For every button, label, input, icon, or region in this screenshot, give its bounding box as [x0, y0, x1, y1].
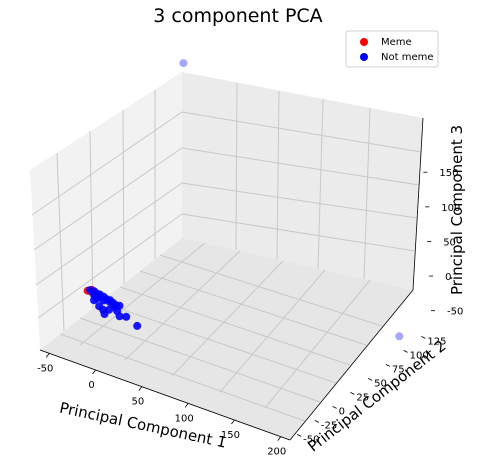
y-tick-mark	[332, 406, 337, 409]
y-tick-mark	[403, 350, 408, 353]
y-tick-label: 25	[356, 392, 369, 403]
x-tick-mark	[92, 369, 96, 375]
data-point-not-meme	[115, 312, 124, 321]
scatter-points	[83, 59, 404, 341]
legend-marker-not-meme	[360, 53, 368, 61]
z-axis-ticks: -50 0 50 100 150	[423, 168, 463, 318]
x-tick-label: -50	[37, 363, 53, 374]
grid-lines	[31, 82, 422, 441]
y-tick-mark	[367, 378, 373, 381]
x-tick-label: 150	[221, 430, 240, 441]
x-tick-label: 0	[88, 380, 94, 391]
z-tick-label: 150	[439, 168, 458, 179]
x-tick-mark	[231, 419, 235, 425]
z-tick-label: -50	[447, 307, 463, 318]
y-tick-label: -25	[321, 420, 337, 431]
z-tick-label: 50	[443, 237, 456, 248]
axis-lines	[39, 117, 424, 441]
legend-label-meme: Meme	[381, 37, 412, 48]
legend: Meme Not meme	[345, 30, 439, 68]
z-tick-label: 100	[441, 203, 460, 214]
y-tick-label: 75	[392, 364, 405, 375]
legend-label-not-meme: Not meme	[381, 52, 434, 63]
y-tick-mark	[296, 434, 302, 437]
floor-pane	[40, 238, 413, 440]
x-tick-mark	[45, 353, 50, 358]
y-tick-mark	[314, 420, 320, 423]
x-axis-ticks: -50 0 50 100 150 200	[37, 353, 286, 458]
data-point-not-meme	[133, 321, 142, 330]
y-tick-mark	[421, 336, 426, 339]
back-pane-left	[30, 72, 182, 350]
data-point-not-meme	[100, 310, 109, 318]
z-tick-label: 0	[445, 272, 451, 283]
x-tick-label: 200	[267, 447, 286, 458]
back-pane-right	[182, 72, 423, 290]
x-tick-mark	[184, 403, 189, 408]
y-tick-label: 0	[339, 406, 345, 417]
y-axis-ticks: -50-250 25 50 75 100 125	[296, 336, 446, 445]
legend-marker-meme	[360, 38, 368, 46]
x-tick-mark	[138, 386, 143, 391]
y-tick-label: 50	[374, 378, 387, 389]
x-tick-label: 50	[131, 397, 144, 408]
y-tick-label: -50	[303, 434, 319, 445]
data-point-not-meme	[90, 296, 98, 305]
y-tick-mark	[385, 364, 391, 367]
data-point-not-meme	[122, 312, 131, 321]
chart-title: 3 component PCA	[153, 5, 322, 27]
data-point-not-meme	[179, 59, 188, 68]
legend-box	[345, 30, 439, 68]
x-tick-mark	[277, 436, 282, 441]
y-tick-mark	[350, 392, 355, 395]
y-tick-label: 125	[427, 336, 446, 347]
y-tick-label: 100	[410, 350, 429, 361]
x-tick-label: 100	[175, 413, 194, 424]
z-axis-label: Principal Component 3	[448, 125, 466, 295]
data-point-not-meme	[395, 332, 404, 341]
